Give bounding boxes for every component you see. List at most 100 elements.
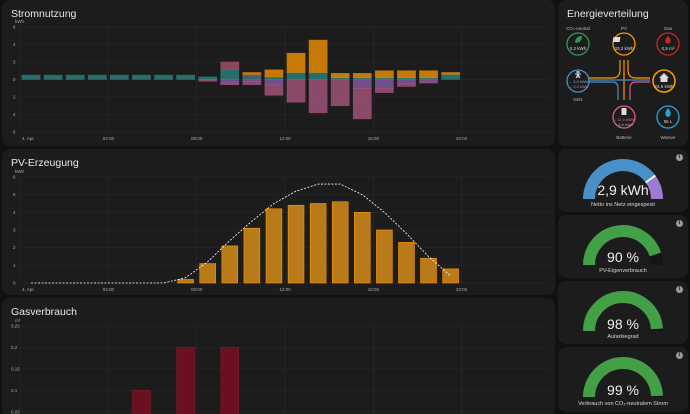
bar [177, 279, 194, 284]
info-icon[interactable]: i [676, 154, 683, 161]
gasverbrauch-chart[interactable]: m³0,25 0,2 0,15 0,1 0,05 [2, 298, 555, 414]
bar-segment [441, 73, 460, 80]
info-icon[interactable]: i [676, 286, 683, 293]
bar-segment [87, 74, 107, 80]
bar [176, 347, 195, 414]
forecast-line [31, 183, 451, 284]
bar [376, 229, 393, 284]
x-tick-label: 16:00 [368, 136, 380, 141]
grid-value-in: ← 2,9 kWh [568, 79, 588, 84]
y-tick-label: 6 [13, 175, 16, 180]
bar [220, 347, 239, 414]
y-tick-label: 6 [13, 25, 16, 30]
bar-segment [264, 69, 284, 78]
card-title: PV-Erzeugung [11, 157, 79, 169]
bar-segment [110, 74, 129, 80]
x-tick-label: 04:00 [103, 287, 115, 292]
bar-segment [375, 79, 394, 89]
info-icon[interactable]: i [676, 220, 683, 227]
gauge-needle [645, 174, 656, 184]
bar [420, 257, 437, 284]
leaf-icon [575, 36, 582, 43]
grid-node[interactable]: ← 2,9 kWh → 0,4 kWh Netz [566, 69, 590, 102]
bar [199, 263, 216, 284]
y-tick-label: 2 [13, 245, 16, 250]
water-label: Wasser [660, 135, 676, 140]
bar-segment [132, 74, 151, 80]
gauge-value: 98 % [607, 316, 639, 332]
gauge-card-co2-strom[interactable]: i 99 % Verbrauch von CO₂-neutralem Strom [558, 347, 688, 412]
flame-icon [665, 36, 671, 44]
gauge-value: 99 % [607, 382, 639, 398]
x-tick-label: 4. Apr. [22, 136, 35, 141]
battery-node[interactable]: ↓ 11,5 kWh ↑ 9,8 kWh Batterie [612, 105, 636, 140]
gauge-arc [583, 225, 664, 266]
bar [354, 212, 371, 284]
bar [221, 245, 239, 284]
co2-node[interactable]: CO₂-neutral 0,2 kWh [566, 26, 590, 56]
gauge-fill-arc [583, 357, 663, 398]
y-tick-label: 0,1 [11, 388, 18, 393]
bar-segment [397, 83, 416, 87]
x-tick-label: 20:00 [456, 287, 468, 292]
x-tick-label: 04:00 [103, 136, 115, 141]
bar-segment [330, 73, 350, 79]
energy-flow-diagram: CO₂-neutral 0,2 kWh PV 33,2 kWh Gas 0,5 … [566, 26, 680, 140]
info-icon[interactable]: i [676, 352, 683, 359]
bar-segment [441, 72, 460, 75]
gauge-arc [583, 357, 664, 398]
y-tick-label: 0 [13, 281, 16, 286]
transmission-tower-icon [575, 71, 581, 79]
energieverteilung-card: Energieverteilung CO₂-neutral 0,2 kWh PV… [558, 0, 688, 146]
bar [331, 201, 349, 284]
gauge-value: 90 % [607, 249, 639, 265]
card-title: Gasverbrauch [11, 306, 77, 318]
gauge-value: 2,9 kWh [597, 182, 649, 198]
water-value: 56 L [664, 119, 673, 124]
gauge-card-autarkiegrad[interactable]: i 98 % Autarkiegrad [558, 281, 688, 344]
solar-node[interactable]: PV 33,2 kWh [612, 26, 636, 56]
y-tick-label: 4 [13, 42, 16, 47]
gauge-label: Netto ins Netz eingespeist [591, 202, 655, 208]
bar [243, 227, 261, 284]
gauge-fill-arc [583, 225, 662, 266]
bar-segment [286, 72, 306, 80]
y-tick-label: 3 [13, 228, 16, 233]
bar-segment [220, 82, 240, 86]
bar-segment [352, 87, 372, 120]
y-tick-label: 2 [13, 60, 16, 65]
x-tick-label: 12:00 [279, 136, 291, 141]
bar-segment [154, 74, 173, 80]
water-drop-icon [665, 108, 671, 117]
card-title: Energieverteilung [567, 8, 649, 20]
solar-value: 33,2 kWh [614, 46, 634, 51]
water-node[interactable]: 56 L Wasser [656, 105, 680, 140]
y-tick-label: 2 [13, 95, 16, 100]
bar-segment [198, 79, 218, 82]
bar-segment [43, 74, 63, 80]
bar-segment [308, 72, 328, 80]
gauge-card-pv-eigenverbrauch[interactable]: i 90 % PV-Eigenverbrauch [558, 215, 688, 278]
gauge-arc [583, 159, 663, 200]
gas-node[interactable]: Gas 0,5 m³ [656, 26, 680, 56]
bar-segment [375, 87, 394, 93]
y-tick-label: 0,05 [11, 410, 20, 414]
home-node[interactable]: 24,6 kWh [652, 69, 676, 93]
gauge-card-netto[interactable]: i 2,9 kWh Netto ins Netz eingespeist [558, 149, 688, 212]
battery-icon [621, 108, 627, 115]
bar-segment [375, 70, 394, 79]
y-tick-label: 0,15 [11, 367, 20, 372]
bar-segment [397, 79, 416, 85]
battery-label: Batterie [616, 135, 632, 140]
bar-segment [352, 79, 372, 89]
bar-segment [220, 68, 240, 80]
bar [398, 242, 415, 284]
y-tick-label: 6 [13, 130, 16, 135]
solar-label: PV [621, 26, 627, 31]
bar-segment [352, 73, 372, 79]
gauge-arc [583, 291, 664, 332]
gas-value: 0,5 m³ [662, 46, 675, 51]
gauge-fill-arc [583, 159, 656, 200]
